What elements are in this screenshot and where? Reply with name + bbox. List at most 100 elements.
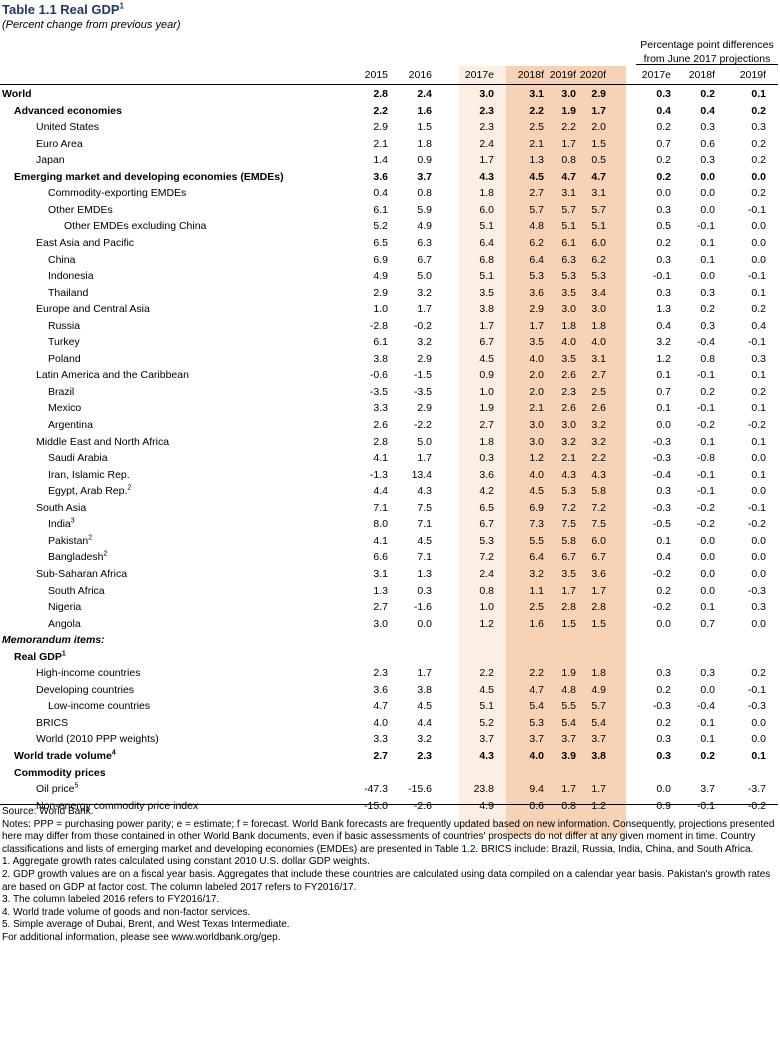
column-header: 2018f <box>517 69 544 81</box>
table-cell: 1.8 <box>591 319 606 332</box>
table-cell: 2.8 <box>373 435 388 448</box>
table-cell: 3.5 <box>561 286 576 299</box>
table-cell: 6.4 <box>479 236 494 249</box>
table-cell: -0.1 <box>696 220 715 233</box>
row-label: Developing countries <box>36 683 135 696</box>
table-cell: 5.5 <box>561 700 576 713</box>
table-cell: 7.2 <box>479 551 494 564</box>
table-cell: 2.7 <box>529 187 544 200</box>
table-cell: -0.2 <box>696 518 715 531</box>
row-label: Indonesia <box>48 270 94 283</box>
table-cell: 1.8 <box>417 137 432 150</box>
row-label: Russia <box>48 319 81 332</box>
table-notes: Source: World Bank. Notes: PPP = purchasi… <box>2 806 776 945</box>
table-cell: -1.5 <box>413 369 432 382</box>
table-cell: 2.0 <box>591 121 606 134</box>
table-cell: 0.4 <box>656 551 671 564</box>
table-row: United States 2.9 1.5 2.3 2.5 2.2 2.0 0.2 0.3 0.3 <box>0 119 778 135</box>
table-cell: 3.2 <box>561 435 576 448</box>
table-row: Middle East and North Africa 2.8 5.0 1.8 3.0… <box>0 434 778 450</box>
table-cell: 5.9 <box>417 203 432 216</box>
table-cell: 2.3 <box>479 121 494 134</box>
table-cell: 3.8 <box>373 352 388 365</box>
table-cell: 4.7 <box>561 170 576 183</box>
footnote: 5. Simple average of Dubai, Brent, and W… <box>2 919 290 931</box>
table-row: Emerging market and developing economies… <box>0 169 778 185</box>
table-row: Real GDP1 <box>0 649 778 665</box>
table-cell: -0.2 <box>652 601 671 614</box>
table-cell: 5.8 <box>591 485 606 498</box>
table-cell: 7.1 <box>373 501 388 514</box>
table-cell: 1.5 <box>417 121 432 134</box>
table-cell: 3.2 <box>417 733 432 746</box>
table-cell: 6.2 <box>591 253 606 266</box>
table-cell: 0.0 <box>700 534 715 547</box>
table-cell: 3.0 <box>561 88 576 100</box>
row-label: Real GDP1 <box>14 650 66 663</box>
table-cell: 7.5 <box>561 518 576 531</box>
table-cell: 3.1 <box>561 187 576 200</box>
table-cell: 2.9 <box>373 286 388 299</box>
table-cell: 1.1 <box>529 584 544 597</box>
table-cell: 2.6 <box>591 402 606 415</box>
table-cell: 4.3 <box>417 485 432 498</box>
table-cell: 0.1 <box>751 369 766 382</box>
table-cell: 2.6 <box>373 419 388 431</box>
table-cell: 0.0 <box>700 187 715 200</box>
table-cell: 4.5 <box>529 170 544 183</box>
table-cell: 0.2 <box>656 716 671 729</box>
table-cell: 1.7 <box>591 104 606 117</box>
table-cell: 0.4 <box>700 104 715 117</box>
table-cell: 0.3 <box>751 601 766 614</box>
column-header: 2015 <box>364 69 388 81</box>
table-cell: -15.0 <box>364 799 388 812</box>
table-cell: 0.1 <box>656 534 671 547</box>
table-row: Indonesia 4.9 5.0 5.1 5.3 5.3 5.3 -0.1 0.0 -0.1 <box>0 268 778 284</box>
row-label: Thailand <box>48 286 89 299</box>
table-cell: 0.2 <box>656 170 671 183</box>
table-cell: 0.2 <box>751 137 766 150</box>
table-cell: 4.4 <box>373 485 388 498</box>
table-cell: 1.2 <box>479 617 494 630</box>
column-header: 2020f <box>579 69 606 81</box>
table-cell: 4.7 <box>529 683 544 696</box>
table-cell: -0.4 <box>652 468 671 481</box>
table-cell: -0.1 <box>696 369 715 382</box>
table-cell: 0.0 <box>751 733 766 746</box>
table-cell: -0.3 <box>747 700 766 713</box>
table-cell: 0.4 <box>656 104 671 117</box>
column-header: 2019f <box>549 69 576 81</box>
table-cell: 6.0 <box>591 236 606 249</box>
table-cell: 4.3 <box>479 170 494 183</box>
table-cell: 8.0 <box>373 518 388 531</box>
table-cell: 6.1 <box>373 336 388 349</box>
table-cell: 3.6 <box>373 683 388 696</box>
table-cell: 1.8 <box>479 435 494 448</box>
table-cell: 3.8 <box>591 750 606 762</box>
row-label: World trade volume4 <box>14 749 116 763</box>
table-cell: 1.7 <box>591 783 606 796</box>
table-cell: 1.7 <box>561 137 576 150</box>
table-cell: 2.7 <box>479 419 494 431</box>
table-cell: 0.1 <box>751 286 766 299</box>
table-cell: 0.1 <box>700 716 715 729</box>
table-row: Nigeria 2.7 -1.6 1.0 2.5 2.8 2.8 -0.2 0.1 0.3 <box>0 599 778 615</box>
table-cell: 0.1 <box>751 435 766 448</box>
table-row: Other EMDEs 6.1 5.9 6.0 5.7 5.7 5.7 0.3 0.0 -0.1 <box>0 202 778 218</box>
table-cell: 2.4 <box>479 567 494 580</box>
table-cell: 0.8 <box>417 187 432 200</box>
table-cell: 7.2 <box>561 501 576 514</box>
table-cell: 1.7 <box>479 154 494 167</box>
row-label: Brazil <box>48 385 75 398</box>
table-cell: 1.7 <box>417 667 432 680</box>
table-cell: 2.3 <box>373 667 388 680</box>
table-cell: 1.7 <box>561 783 576 796</box>
table-row: China 6.9 6.7 6.8 6.4 6.3 6.2 0.3 0.1 0.0 <box>0 252 778 268</box>
table-cell: 3.1 <box>529 88 544 100</box>
row-label: South Asia <box>36 501 87 514</box>
table-cell: 4.3 <box>591 468 606 481</box>
table-cell: 0.3 <box>700 319 715 332</box>
table-cell: 6.3 <box>417 236 432 249</box>
table-cell: 0.3 <box>656 750 671 762</box>
table-cell: -0.2 <box>747 799 766 812</box>
